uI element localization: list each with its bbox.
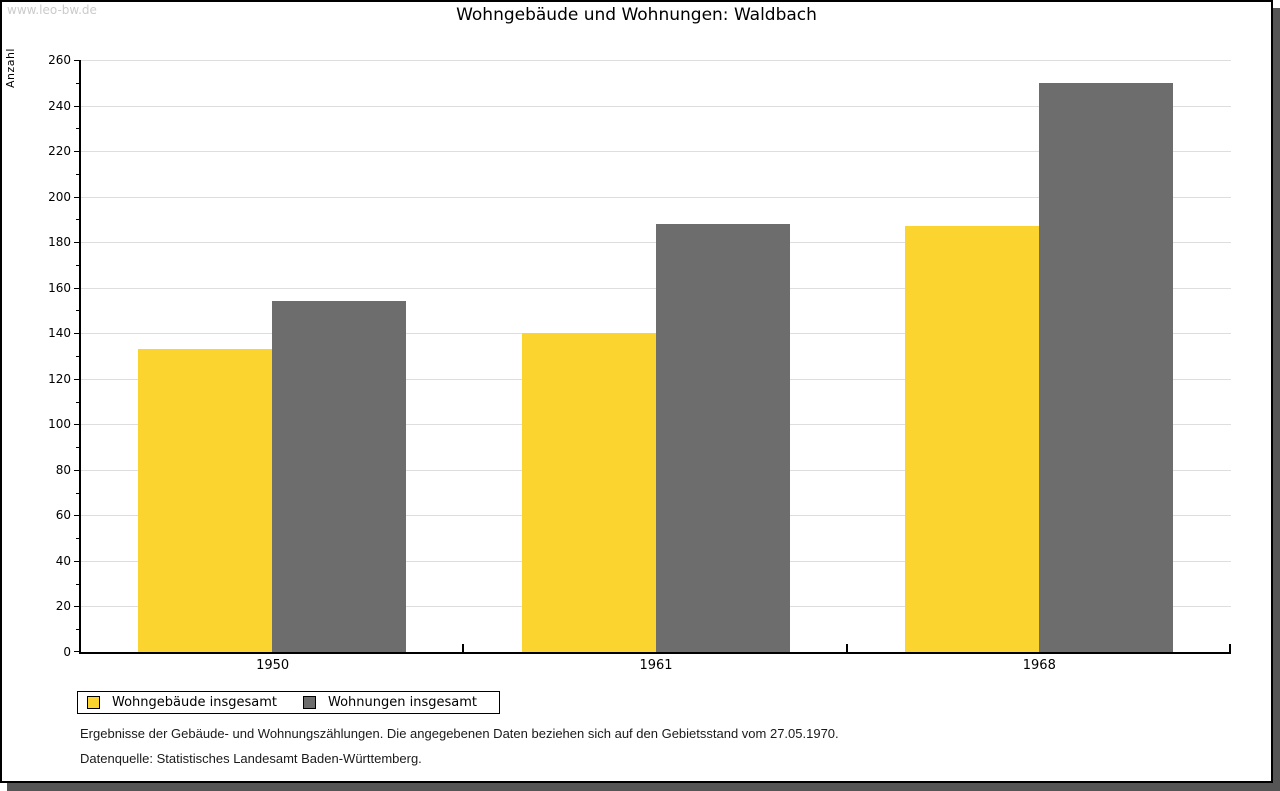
y-tick-minor	[76, 264, 81, 266]
y-tick-minor	[76, 401, 81, 403]
y-tick-minor	[76, 492, 81, 494]
y-tick-minor	[76, 128, 81, 130]
y-tick-label: 200	[48, 189, 71, 204]
legend-label: Wohngebäude insgesamt	[112, 695, 277, 710]
watermark: www.leo-bw.de	[7, 3, 97, 17]
y-tick-major	[74, 242, 81, 244]
y-tick-label: 220	[48, 144, 71, 159]
y-axis-label: Anzahl	[4, 48, 17, 89]
y-tick-minor	[76, 538, 81, 540]
y-tick-label: 100	[48, 417, 71, 432]
legend-swatch-wohnungen-insgesamt	[303, 696, 316, 709]
plot-area: 0 20 40 60 80 100 120 140 160 180 200 220 240 260 1950…	[48, 53, 1231, 673]
y-tick-label: 260	[48, 53, 71, 67]
y-tick-label: 60	[55, 508, 71, 523]
legend-item: Wohngebäude insgesamt	[87, 695, 277, 710]
legend: Wohngebäude insgesamt Wohnungen insgesamt	[77, 691, 500, 714]
y-tick-major	[74, 378, 81, 380]
y-tick-major	[74, 515, 81, 517]
y-tick-major	[74, 333, 81, 335]
y-tick-label: 160	[48, 280, 71, 295]
y-tick-major	[74, 287, 81, 289]
y-tick-label: 0	[63, 645, 71, 659]
y-tick-label: 120	[48, 371, 71, 386]
y-tick-major	[74, 424, 81, 426]
bar-wohngebaeude-insgesamt-1950	[138, 349, 273, 652]
y-tick-label: 40	[55, 553, 71, 568]
legend-swatch-wohngebaeude-insgesamt	[87, 696, 100, 709]
y-tick-minor	[76, 447, 81, 449]
x-tick-label-1961: 1961	[639, 658, 673, 673]
y-gridline	[81, 196, 1231, 198]
y-tick-major	[74, 105, 81, 107]
bar-wohngebaeude-insgesamt-1968	[904, 226, 1039, 652]
y-tick-major	[74, 469, 81, 471]
y-tick-minor	[76, 629, 81, 631]
legend-label: Wohnungen insgesamt	[328, 695, 477, 710]
y-tick-minor	[76, 310, 81, 312]
y-tick-major	[74, 60, 81, 61]
bar-wohnungen-insgesamt-1961	[655, 223, 790, 652]
x-axis-tick	[462, 644, 465, 652]
y-gridline	[81, 151, 1231, 153]
y-tick-label: 140	[48, 326, 71, 341]
legend-item: Wohnungen insgesamt	[303, 695, 477, 710]
y-tick-label: 180	[48, 235, 71, 250]
y-tick-minor	[76, 82, 81, 84]
y-tick-minor	[76, 356, 81, 357]
bar-wohnungen-insgesamt-1968	[1038, 82, 1173, 652]
x-tick-label-1968: 1968	[1022, 658, 1056, 673]
y-tick-label: 80	[55, 462, 71, 477]
x-axis-tick	[1229, 644, 1231, 652]
x-tick-label-1950: 1950	[256, 658, 290, 673]
y-tick-major	[74, 196, 81, 198]
y-tick-minor	[76, 173, 81, 175]
footer-note: Ergebnisse der Gebäude- und Wohnungszähl…	[80, 726, 839, 741]
bar-wohnungen-insgesamt-1950	[272, 301, 407, 652]
x-axis-tick	[845, 644, 848, 652]
y-tick-major	[74, 151, 81, 153]
bar-wohngebaeude-insgesamt-1961	[521, 333, 656, 652]
y-tick-major	[74, 651, 81, 652]
chart-title: Wohngebäude und Wohnungen: Waldbach	[456, 5, 817, 25]
y-gridline	[81, 105, 1231, 107]
y-tick-minor	[76, 583, 81, 585]
y-tick-minor	[76, 219, 81, 221]
y-tick-major	[74, 560, 81, 562]
y-tick-label: 20	[55, 599, 71, 614]
y-gridline	[81, 60, 1231, 61]
y-tick-major	[74, 606, 81, 608]
footer-source: Datenquelle: Statistisches Landesamt Bad…	[80, 751, 422, 766]
y-tick-label: 240	[48, 98, 71, 113]
